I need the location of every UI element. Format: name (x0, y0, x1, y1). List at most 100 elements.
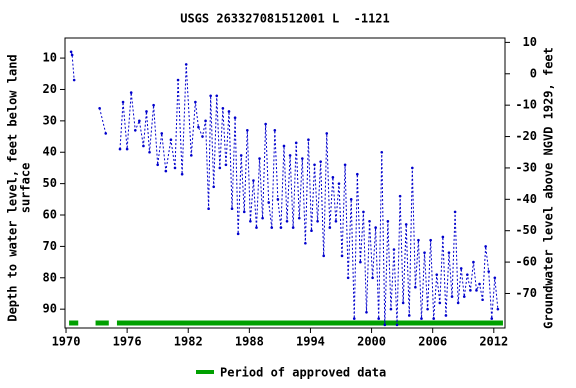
data-point (118, 147, 122, 151)
data-point (411, 166, 414, 170)
x-tick-label: 2006 (418, 335, 447, 349)
data-point (362, 210, 365, 214)
data-point (148, 150, 151, 154)
data-point (294, 141, 298, 145)
data-point (377, 317, 381, 320)
data-point (201, 135, 204, 138)
data-point (404, 223, 408, 226)
data-point (230, 207, 234, 211)
data-point (395, 323, 399, 327)
x-tick-label: 1982 (174, 335, 203, 349)
data-point (189, 154, 193, 157)
data-point (142, 144, 145, 148)
plot-frame (64, 37, 506, 329)
y2-tick-label: -40 (515, 192, 537, 206)
data-point (279, 226, 283, 229)
data-point (288, 154, 292, 157)
data-point (70, 53, 74, 57)
y2-tick-label: 0 (530, 66, 537, 80)
data-point (273, 128, 277, 132)
data-point (209, 94, 212, 98)
data-point (180, 172, 184, 176)
data-point (481, 298, 484, 302)
y-tick-label: 50 (43, 176, 57, 190)
data-point (371, 276, 374, 280)
data-point (438, 301, 442, 305)
legend-label: Period of approved data (220, 366, 386, 380)
x-tick-label: 1994 (296, 335, 325, 349)
data-point (453, 210, 457, 214)
data-point (401, 301, 405, 305)
data-point (462, 295, 466, 298)
x-tick-label: 1970 (52, 335, 81, 349)
data-point (484, 245, 487, 248)
data-point (297, 216, 301, 220)
y-tick-label: 20 (43, 82, 57, 96)
x-tick-label: 1976 (113, 335, 142, 349)
data-point (215, 94, 219, 98)
data-point (352, 317, 356, 320)
y-tick-label: 90 (43, 302, 57, 316)
data-point (197, 125, 200, 129)
data-point (276, 198, 280, 201)
y-tick-label: 80 (43, 270, 57, 284)
data-line (99, 108, 107, 134)
data-point (417, 238, 420, 242)
data-point (322, 254, 326, 258)
data-point (475, 289, 478, 292)
data-point (285, 219, 289, 223)
data-point (469, 289, 472, 292)
data-point (435, 273, 439, 276)
data-point (160, 132, 164, 135)
data-point (72, 78, 76, 82)
data-point (270, 226, 274, 229)
y2-tick-label: -10 (515, 98, 537, 112)
data-point (383, 323, 387, 327)
data-point (392, 248, 396, 251)
data-point (426, 307, 429, 311)
data-point (138, 119, 141, 123)
data-point (349, 198, 353, 201)
data-point (389, 307, 393, 311)
y2-tick-label: -50 (515, 223, 537, 237)
data-point (456, 301, 460, 305)
data-point (169, 138, 173, 141)
y2-tick-label: 10 (523, 35, 537, 49)
data-point (255, 226, 258, 229)
y2-tick-label: -70 (515, 286, 537, 300)
y2-axis-label: Groundwater level above NGVD 1929, feet (542, 47, 556, 329)
data-point (98, 107, 101, 110)
data-point (227, 110, 231, 113)
x-tick-label: 1988 (235, 335, 264, 349)
data-point (291, 226, 295, 229)
data-point (129, 91, 133, 94)
data-point (301, 157, 304, 160)
data-point (472, 260, 475, 264)
data-point (331, 176, 335, 179)
data-point (493, 276, 497, 280)
y-tick-label: 70 (43, 239, 57, 253)
data-point (319, 160, 322, 163)
data-point (441, 235, 445, 239)
data-point (487, 270, 491, 273)
data-point (218, 166, 222, 170)
data-point (325, 132, 329, 135)
y2-tick-label: -20 (515, 129, 537, 143)
data-point (340, 254, 344, 258)
data-point (224, 163, 228, 167)
data-point (125, 147, 129, 151)
data-point (233, 116, 237, 120)
data-point (249, 219, 252, 223)
x-tick-label: 2012 (479, 335, 508, 349)
data-point (414, 285, 417, 289)
data-point (496, 307, 500, 311)
data-point (176, 78, 180, 82)
data-point (380, 150, 384, 154)
data-point (156, 163, 159, 167)
data-point (184, 63, 188, 66)
data-point (261, 216, 264, 220)
y-tick-label: 10 (43, 51, 57, 65)
data-point (407, 314, 411, 317)
data-point (313, 163, 316, 167)
data-point (307, 138, 310, 141)
